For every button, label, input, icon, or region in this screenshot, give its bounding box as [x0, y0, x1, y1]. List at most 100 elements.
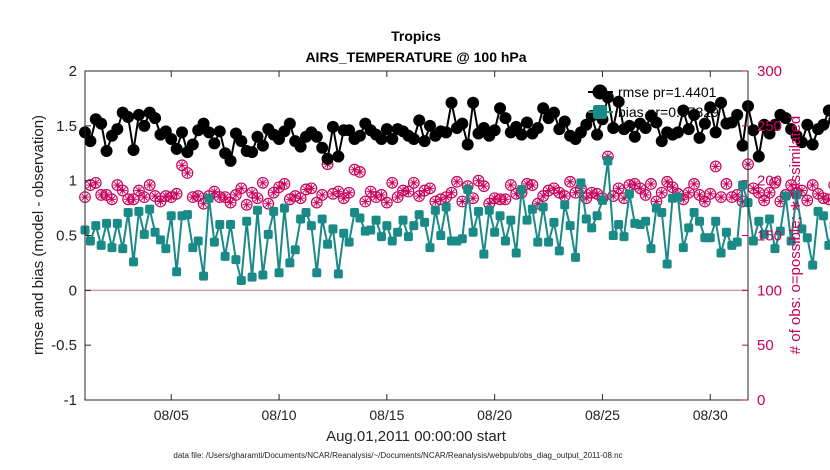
obs-asterisk-d2	[243, 201, 251, 209]
bias-point	[495, 211, 505, 221]
obs-asterisk-d2	[275, 183, 283, 191]
rmse-point	[499, 112, 512, 125]
rmse-point	[591, 128, 604, 141]
rmse-point	[801, 118, 814, 131]
obs-circle	[235, 182, 248, 195]
bias-point	[571, 252, 581, 262]
obs-asterisk-d2	[717, 193, 725, 201]
obs-point	[380, 196, 393, 209]
obs-asterisk-d2	[653, 198, 660, 205]
rmse-series	[79, 91, 830, 167]
obs-point	[564, 175, 577, 188]
obs-asterisk-d2	[211, 188, 218, 195]
bias-point	[565, 221, 575, 231]
obs-asterisk-d2	[113, 181, 121, 189]
bias-point	[576, 178, 586, 188]
obs-point	[445, 186, 458, 199]
bias-point	[398, 215, 408, 225]
rmse-point	[521, 116, 533, 129]
obs-asterisk-d2	[140, 193, 148, 201]
bias-point	[414, 210, 424, 220]
rmse-point	[558, 115, 571, 128]
obs-circle	[688, 178, 700, 190]
bias-point	[425, 243, 435, 253]
obs-asterisk-d2	[367, 188, 375, 195]
obs-circle	[806, 179, 819, 191]
bias-point	[775, 226, 785, 236]
bias-point	[209, 237, 219, 247]
obs-asterisk-d2	[130, 195, 137, 203]
legend: rmse pr=1.4401 bias pr=0.57829	[588, 84, 719, 120]
obs-point	[698, 195, 711, 208]
obs-asterisk-d2	[642, 191, 649, 199]
bias-point	[786, 236, 796, 246]
bias-point	[592, 211, 602, 221]
rmse-point	[650, 116, 663, 129]
obs-asterisk-d2	[259, 179, 267, 187]
obs-asterisk-d2	[194, 192, 202, 200]
obs-point	[666, 181, 679, 194]
legend-bias-marker	[593, 105, 607, 119]
bias-point	[689, 207, 699, 217]
bias-point	[339, 228, 349, 238]
bias-point	[403, 232, 413, 242]
rmse-point	[407, 132, 420, 145]
obs-asterisk-d2	[593, 190, 601, 198]
bias-point	[673, 192, 683, 202]
obs-asterisk-d2	[685, 189, 693, 197]
obs-asterisk-d2	[696, 191, 703, 199]
obs-asterisk-d2	[631, 180, 639, 188]
rmse-point	[752, 150, 765, 163]
rmse-point	[386, 132, 399, 145]
obs-circle	[828, 180, 830, 190]
y-tick-label-right: 50	[757, 337, 774, 354]
obs-asterisk-d2	[334, 188, 342, 195]
rmse-point	[731, 108, 744, 121]
bias-point	[463, 184, 473, 194]
rmse-point	[127, 143, 140, 156]
x-axis-label: Aug.01,2011 00:00:00 start	[326, 428, 507, 445]
rmse-point	[122, 111, 135, 124]
bias-point	[511, 248, 521, 258]
obs-point	[499, 193, 512, 206]
bias-point	[96, 240, 106, 250]
rmse-point	[709, 126, 722, 139]
obs-asterisk-d2	[809, 181, 817, 189]
bias-point	[430, 205, 440, 215]
bias-point	[554, 246, 564, 256]
obs-asterisk-d2	[750, 184, 757, 192]
obs-asterisk-d2	[184, 169, 191, 177]
bias-point	[614, 220, 624, 230]
obs-circle	[407, 176, 420, 189]
data-file-footer: data file: /Users/gharamti/Documents/NCA…	[173, 451, 622, 460]
obs-point	[354, 165, 366, 178]
obs-point	[688, 178, 700, 190]
obs-asterisk-d2	[405, 188, 412, 195]
obs-circle	[822, 193, 830, 206]
bias-point	[544, 237, 554, 247]
rmse-point	[310, 130, 323, 143]
rmse-point	[494, 102, 507, 115]
bias-point	[199, 271, 209, 281]
bias-point	[560, 200, 570, 210]
obs-asterisk-d2	[108, 195, 116, 203]
obs-point	[645, 178, 657, 190]
obs-point	[332, 185, 345, 198]
rmse-point	[612, 95, 625, 108]
rmse-point	[213, 125, 226, 138]
plot-area: -1 -0.5 0 0.5 1 1.5 2 0 50 100 150 200 250 300 08/05 08…	[51, 63, 830, 423]
obs-asterisk-d2	[361, 198, 369, 205]
obs-point	[822, 193, 830, 206]
obs-asterisk-d2	[151, 192, 159, 200]
bias-point	[527, 204, 537, 214]
obs-point	[758, 194, 771, 207]
rmse-point	[418, 135, 431, 148]
obs-point	[294, 192, 307, 205]
obs-asterisk-d2	[356, 168, 364, 176]
obs-asterisk-d2	[254, 194, 261, 202]
obs-point	[451, 175, 463, 188]
bias-point	[597, 195, 607, 205]
rmse-point	[688, 108, 701, 121]
obs-asterisk-d2	[221, 193, 229, 201]
obs-circle	[456, 195, 469, 208]
